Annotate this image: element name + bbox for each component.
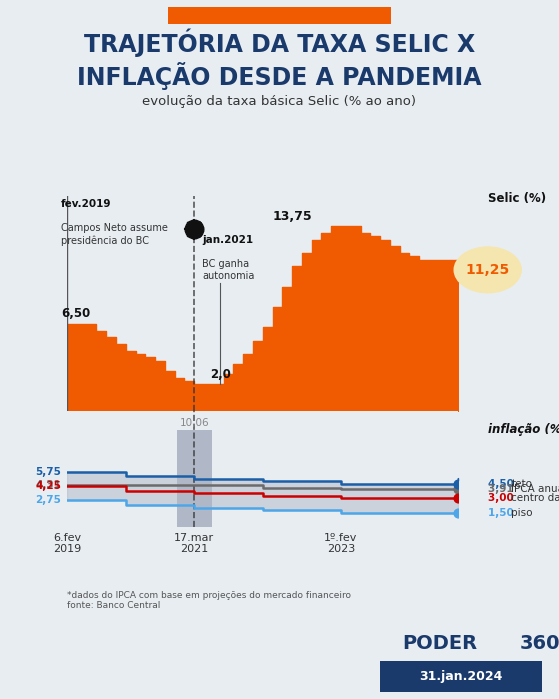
Text: 5,75: 5,75 <box>35 467 61 477</box>
Text: piso: piso <box>511 507 533 517</box>
Text: 2,75: 2,75 <box>35 496 61 505</box>
Text: 1,50: 1,50 <box>487 507 517 517</box>
Text: 2,0: 2,0 <box>210 368 231 381</box>
Text: 13,75: 13,75 <box>272 210 312 223</box>
Point <box>454 484 463 495</box>
Text: 3,00: 3,00 <box>487 493 517 503</box>
Point <box>454 478 463 489</box>
Text: 360: 360 <box>520 633 559 653</box>
Point <box>454 507 463 518</box>
Text: 10,06: 10,06 <box>179 418 209 428</box>
Text: Campos Neto assume
presidência do BC: Campos Neto assume presidência do BC <box>61 223 168 246</box>
Text: 31.jan.2024: 31.jan.2024 <box>419 670 503 683</box>
Ellipse shape <box>453 246 522 294</box>
Text: PODER: PODER <box>402 633 477 653</box>
Text: 4,31: 4,31 <box>35 480 61 491</box>
Text: evolução da taxa básica Selic (% ao ano): evolução da taxa básica Selic (% ao ano) <box>143 95 416 108</box>
Text: centro da meta: centro da meta <box>511 493 559 503</box>
Text: TRAJETÓRIA DA TAXA SELIC X
INFLAÇÃO DESDE A PANDEMIA: TRAJETÓRIA DA TAXA SELIC X INFLAÇÃO DESD… <box>77 29 482 90</box>
Text: 6,50: 6,50 <box>61 307 91 320</box>
Text: 11,25: 11,25 <box>466 263 510 277</box>
Text: 3,91: 3,91 <box>487 484 517 494</box>
Text: inflação (%): inflação (%) <box>487 423 559 435</box>
Point <box>454 493 463 504</box>
Text: *dados do IPCA com base em projeções do mercado financeiro
fonte: Banco Central: *dados do IPCA com base em projeções do … <box>67 591 351 610</box>
Point <box>190 224 199 235</box>
Text: Selic (%): Selic (%) <box>487 192 546 206</box>
Text: BC ganha
autonomia: BC ganha autonomia <box>202 259 254 282</box>
Text: IPCA anual: IPCA anual <box>511 484 559 494</box>
Text: jan.2021: jan.2021 <box>202 235 253 245</box>
Text: 4,50: 4,50 <box>487 479 517 489</box>
Bar <box>177 430 212 527</box>
Text: teto: teto <box>511 479 532 489</box>
Text: fev.2019: fev.2019 <box>61 199 112 208</box>
Text: 4,25: 4,25 <box>35 481 61 491</box>
